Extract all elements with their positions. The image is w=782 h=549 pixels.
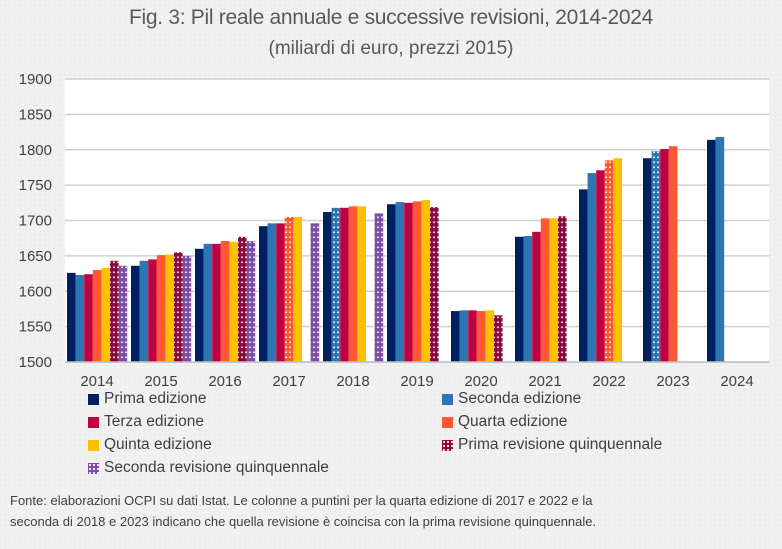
bar-2020-prima-revisione-quinquennale [494, 315, 503, 362]
bar-2015-quarta-edizione [156, 255, 166, 362]
bar-2024-prima-edizione [707, 139, 716, 362]
bar-2014-seconda-revisione-quinquennale [118, 265, 128, 362]
bar-2020-quinta-edizione [485, 310, 494, 362]
bar-2021-terza-edizione [532, 231, 541, 362]
y-tick-label: 1800 [19, 142, 52, 159]
chart-subtitle: (miliardi di euro, prezzi 2015) [268, 38, 514, 59]
bar-2017-seconda-edizione [267, 223, 277, 362]
bar-2015-terza-edizione [148, 259, 157, 362]
bar-2014-prima-edizione [67, 272, 76, 362]
bar-2021-prima-edizione [515, 236, 524, 362]
bar-2017-terza-edizione [276, 223, 285, 362]
y-axis: 1500 1550 1600 1650 1700 1750 1800 1850 1900 [19, 71, 52, 371]
bar-2023-prima-edizione [643, 158, 652, 362]
footnote-line-2: seconda di 2018 e 2023 indicano che quel… [10, 514, 597, 529]
bar-2017-quarta-edizione [284, 216, 294, 362]
bar-2016-quarta-edizione [220, 241, 230, 362]
bar-2022-quarta-edizione [604, 160, 614, 362]
bar-2014-prima-revisione-quinquennale [110, 260, 119, 362]
bar-2019-quarta-edizione [412, 201, 422, 362]
bar-2015-seconda-revisione-quinquennale [182, 255, 192, 362]
x-tick-label: 2022 [592, 373, 625, 390]
x-tick-label: 2021 [528, 373, 561, 390]
bar-2018-quarta-edizione [348, 206, 358, 362]
bar-2015-seconda-edizione [139, 260, 149, 362]
bar-2019-quinta-edizione [421, 199, 430, 362]
x-tick-label: 2024 [720, 373, 753, 390]
y-tick-label: 1850 [19, 106, 52, 123]
footnote-line-1: Fonte: elaborazioni OCPI su dati Istat. … [10, 493, 593, 508]
y-tick-label: 1600 [19, 283, 52, 300]
bar-2016-seconda-edizione [203, 243, 213, 362]
bar-2019-terza-edizione [404, 202, 413, 362]
x-tick-label: 2019 [400, 373, 433, 390]
bar-2021-prima-revisione-quinquennale [558, 216, 567, 362]
y-tick-label: 1650 [19, 248, 52, 265]
bar-2023-quarta-edizione [668, 146, 678, 362]
bar-2020-terza-edizione [468, 310, 477, 362]
bar-2017-prima-edizione [259, 226, 268, 362]
bars [67, 137, 725, 362]
y-tick-label: 1500 [19, 354, 52, 371]
bar-2014-quinta-edizione [101, 267, 110, 362]
bar-2015-quinta-edizione [165, 254, 174, 362]
y-tick-label: 1750 [19, 177, 52, 194]
bar-2017-seconda-revisione-quinquennale [310, 223, 320, 362]
x-tick-label: 2016 [208, 373, 241, 390]
bar-2016-prima-revisione-quinquennale [238, 236, 247, 362]
bar-2023-seconda-edizione [651, 151, 661, 362]
bar-2020-prima-edizione [451, 311, 460, 362]
x-axis: 2014 2015 2016 2017 2018 2019 2020 2021 2022 2023… [65, 361, 769, 390]
bar-2020-seconda-edizione [459, 310, 469, 362]
chart-title: Fig. 3: Pil reale annuale e successive r… [129, 6, 653, 29]
bar-2022-prima-edizione [579, 189, 588, 362]
bar-2022-seconda-edizione [587, 173, 597, 362]
bar-2018-prima-edizione [323, 212, 332, 362]
bar-2015-prima-edizione [131, 265, 140, 362]
bar-2021-quarta-edizione [540, 218, 550, 362]
bar-2023-terza-edizione [660, 149, 669, 362]
x-tick-label: 2020 [464, 373, 497, 390]
y-tick-label: 1550 [19, 319, 52, 336]
y-tick-label: 1700 [19, 213, 52, 230]
bar-2014-quarta-edizione [92, 270, 102, 362]
bar-2021-seconda-edizione [523, 236, 533, 362]
bar-2021-quinta-edizione [549, 218, 558, 362]
bar-2014-seconda-edizione [75, 274, 85, 362]
x-tick-label: 2017 [272, 373, 305, 390]
bar-2019-seconda-edizione [395, 202, 405, 362]
bar-2014-terza-edizione [84, 274, 93, 362]
bar-2015-prima-revisione-quinquennale [174, 252, 183, 362]
bar-2020-quarta-edizione [476, 311, 486, 362]
bar-2018-quinta-edizione [357, 206, 366, 362]
bar-2019-prima-revisione-quinquennale [430, 207, 439, 362]
bar-2016-terza-edizione [212, 243, 221, 362]
bar-2022-quinta-edizione [613, 158, 622, 362]
x-tick-label: 2014 [80, 373, 113, 390]
bar-2018-seconda-revisione-quinquennale [374, 213, 384, 362]
x-tick-label: 2015 [144, 373, 177, 390]
x-tick-label: 2023 [656, 373, 689, 390]
bar-2024-seconda-edizione [715, 137, 725, 362]
bar-2018-terza-edizione [340, 207, 349, 362]
footnote: Fonte: elaborazioni OCPI su dati Istat. … [10, 490, 775, 532]
y-tick-label: 1900 [19, 71, 52, 88]
bar-2016-prima-edizione [195, 248, 204, 362]
bar-2017-quinta-edizione [293, 216, 302, 362]
bar-2016-seconda-revisione-quinquennale [246, 241, 256, 362]
x-tick-label: 2018 [336, 373, 369, 390]
bar-2022-terza-edizione [596, 170, 605, 362]
bar-2019-prima-edizione [387, 204, 396, 362]
bar-2016-quinta-edizione [229, 241, 238, 362]
bar-2018-seconda-edizione [331, 207, 341, 362]
